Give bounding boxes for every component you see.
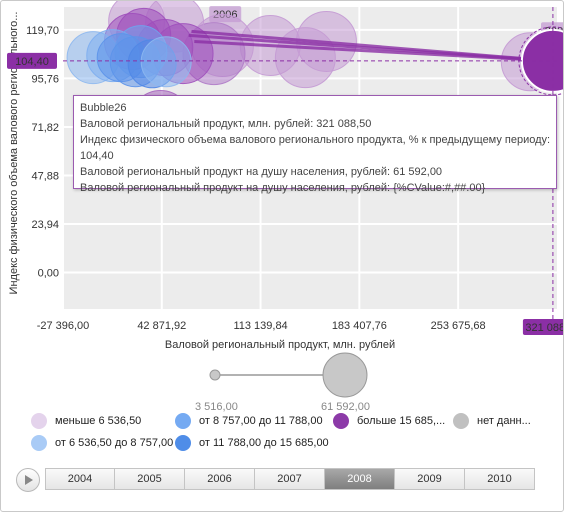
legend-swatch	[333, 413, 349, 429]
legend-label: меньше 6 536,50	[55, 415, 142, 427]
size-legend-max-label: 61 592,00	[321, 401, 370, 413]
timeline-year-2006[interactable]: 2006	[185, 468, 255, 490]
x-tick-label: 113 139,84	[233, 320, 287, 332]
legend-label: больше 15 685,...	[357, 415, 446, 427]
x-tick-label: 183 407,76	[332, 320, 387, 332]
trail-line	[191, 29, 554, 63]
legend-swatch	[175, 413, 191, 429]
play-icon	[25, 475, 33, 485]
play-button[interactable]	[16, 468, 40, 492]
timeline-player: 2004 2005 2006 2007 2008 2009 2010	[14, 466, 542, 492]
chart-canvas: -27 396,00 42 871,92 113 139,84 183 407,76 2…	[7, 1, 563, 398]
legend-item-6536-8757[interactable]: от 6 536,50 до 8 757,00	[31, 435, 173, 451]
timeline-years: 2004 2005 2006 2007 2008 2009 2010	[45, 468, 535, 490]
size-legend-min-label: 3 516,00	[195, 401, 238, 413]
y-tick-label: 47,88	[31, 170, 59, 182]
legend-swatch	[31, 435, 47, 451]
tooltip-title: Bubble26	[80, 102, 127, 114]
x-axis-title: Валовой региональный продукт, млн. рубле…	[165, 339, 395, 351]
bubble	[140, 36, 192, 88]
legend-label: от 6 536,50 до 8 757,00	[55, 437, 174, 449]
legend-item-8757-11788[interactable]: от 8 757,00 до 11 788,00	[175, 413, 323, 429]
legend-swatch	[31, 413, 47, 429]
timeline-year-2010[interactable]: 2010	[465, 468, 535, 490]
legend-item-more-15685[interactable]: больше 15 685,...	[333, 413, 445, 429]
crosshair-x-badge	[522, 319, 563, 335]
timeline-year-2009[interactable]: 2009	[395, 468, 465, 490]
y-tick-label: 95,76	[31, 73, 59, 85]
tooltip-line-index-value: 104,40	[80, 150, 114, 162]
timeline-year-2005[interactable]: 2005	[115, 468, 185, 490]
legend-label: нет данн...	[477, 415, 531, 427]
legend-swatch	[453, 413, 469, 429]
legend-item-11788-15685[interactable]: от 11 788,00 до 15 685,00	[175, 435, 329, 451]
y-tick-label: 71,82	[31, 122, 59, 134]
size-legend-max-bubble	[322, 352, 368, 398]
tooltip-line-gdp: Валовой региональный продукт, млн. рубле…	[80, 118, 372, 130]
legend-item-less-6536[interactable]: меньше 6 536,50	[31, 413, 141, 429]
timeline-year-2007[interactable]: 2007	[255, 468, 325, 490]
trail-line	[194, 39, 553, 63]
timeline-year-2008[interactable]: 2008	[325, 468, 395, 490]
y-tick-label: 119,70	[26, 25, 59, 37]
y-axis-title: Индекс физического объема валового регио…	[8, 12, 20, 295]
crosshair-y-badge	[7, 52, 57, 69]
size-legend-min-bubble	[209, 369, 221, 381]
x-tick-label: 253 675,68	[431, 320, 486, 332]
tooltip-line-per-capita: Валовой региональный продукт на душу нас…	[80, 166, 443, 178]
crosshair-x-label: 321 088,50	[525, 322, 563, 334]
x-tick-label: 42 871,92	[137, 320, 186, 332]
tooltip-line-per-capita-format: Валовой региональный продукт на душу нас…	[80, 182, 486, 194]
tooltip-line-index: Индекс физического объема валового регио…	[80, 134, 551, 146]
legend-item-no-data[interactable]: нет данн...	[453, 413, 531, 429]
bubble-tooltip: Bubble26 Валовой региональный продукт, м…	[73, 95, 557, 194]
legend-label: от 8 757,00 до 11 788,00	[199, 415, 323, 427]
y-tick-label: 23,94	[31, 219, 59, 231]
crosshair-y-label: 104,40	[15, 56, 49, 68]
y-tick-label: 0,00	[38, 268, 59, 280]
legend-swatch	[175, 435, 191, 451]
x-tick-label: -27 396,00	[37, 320, 90, 332]
legend-label: от 11 788,00 до 15 685,00	[199, 437, 329, 449]
timeline-year-2004[interactable]: 2004	[45, 468, 115, 490]
